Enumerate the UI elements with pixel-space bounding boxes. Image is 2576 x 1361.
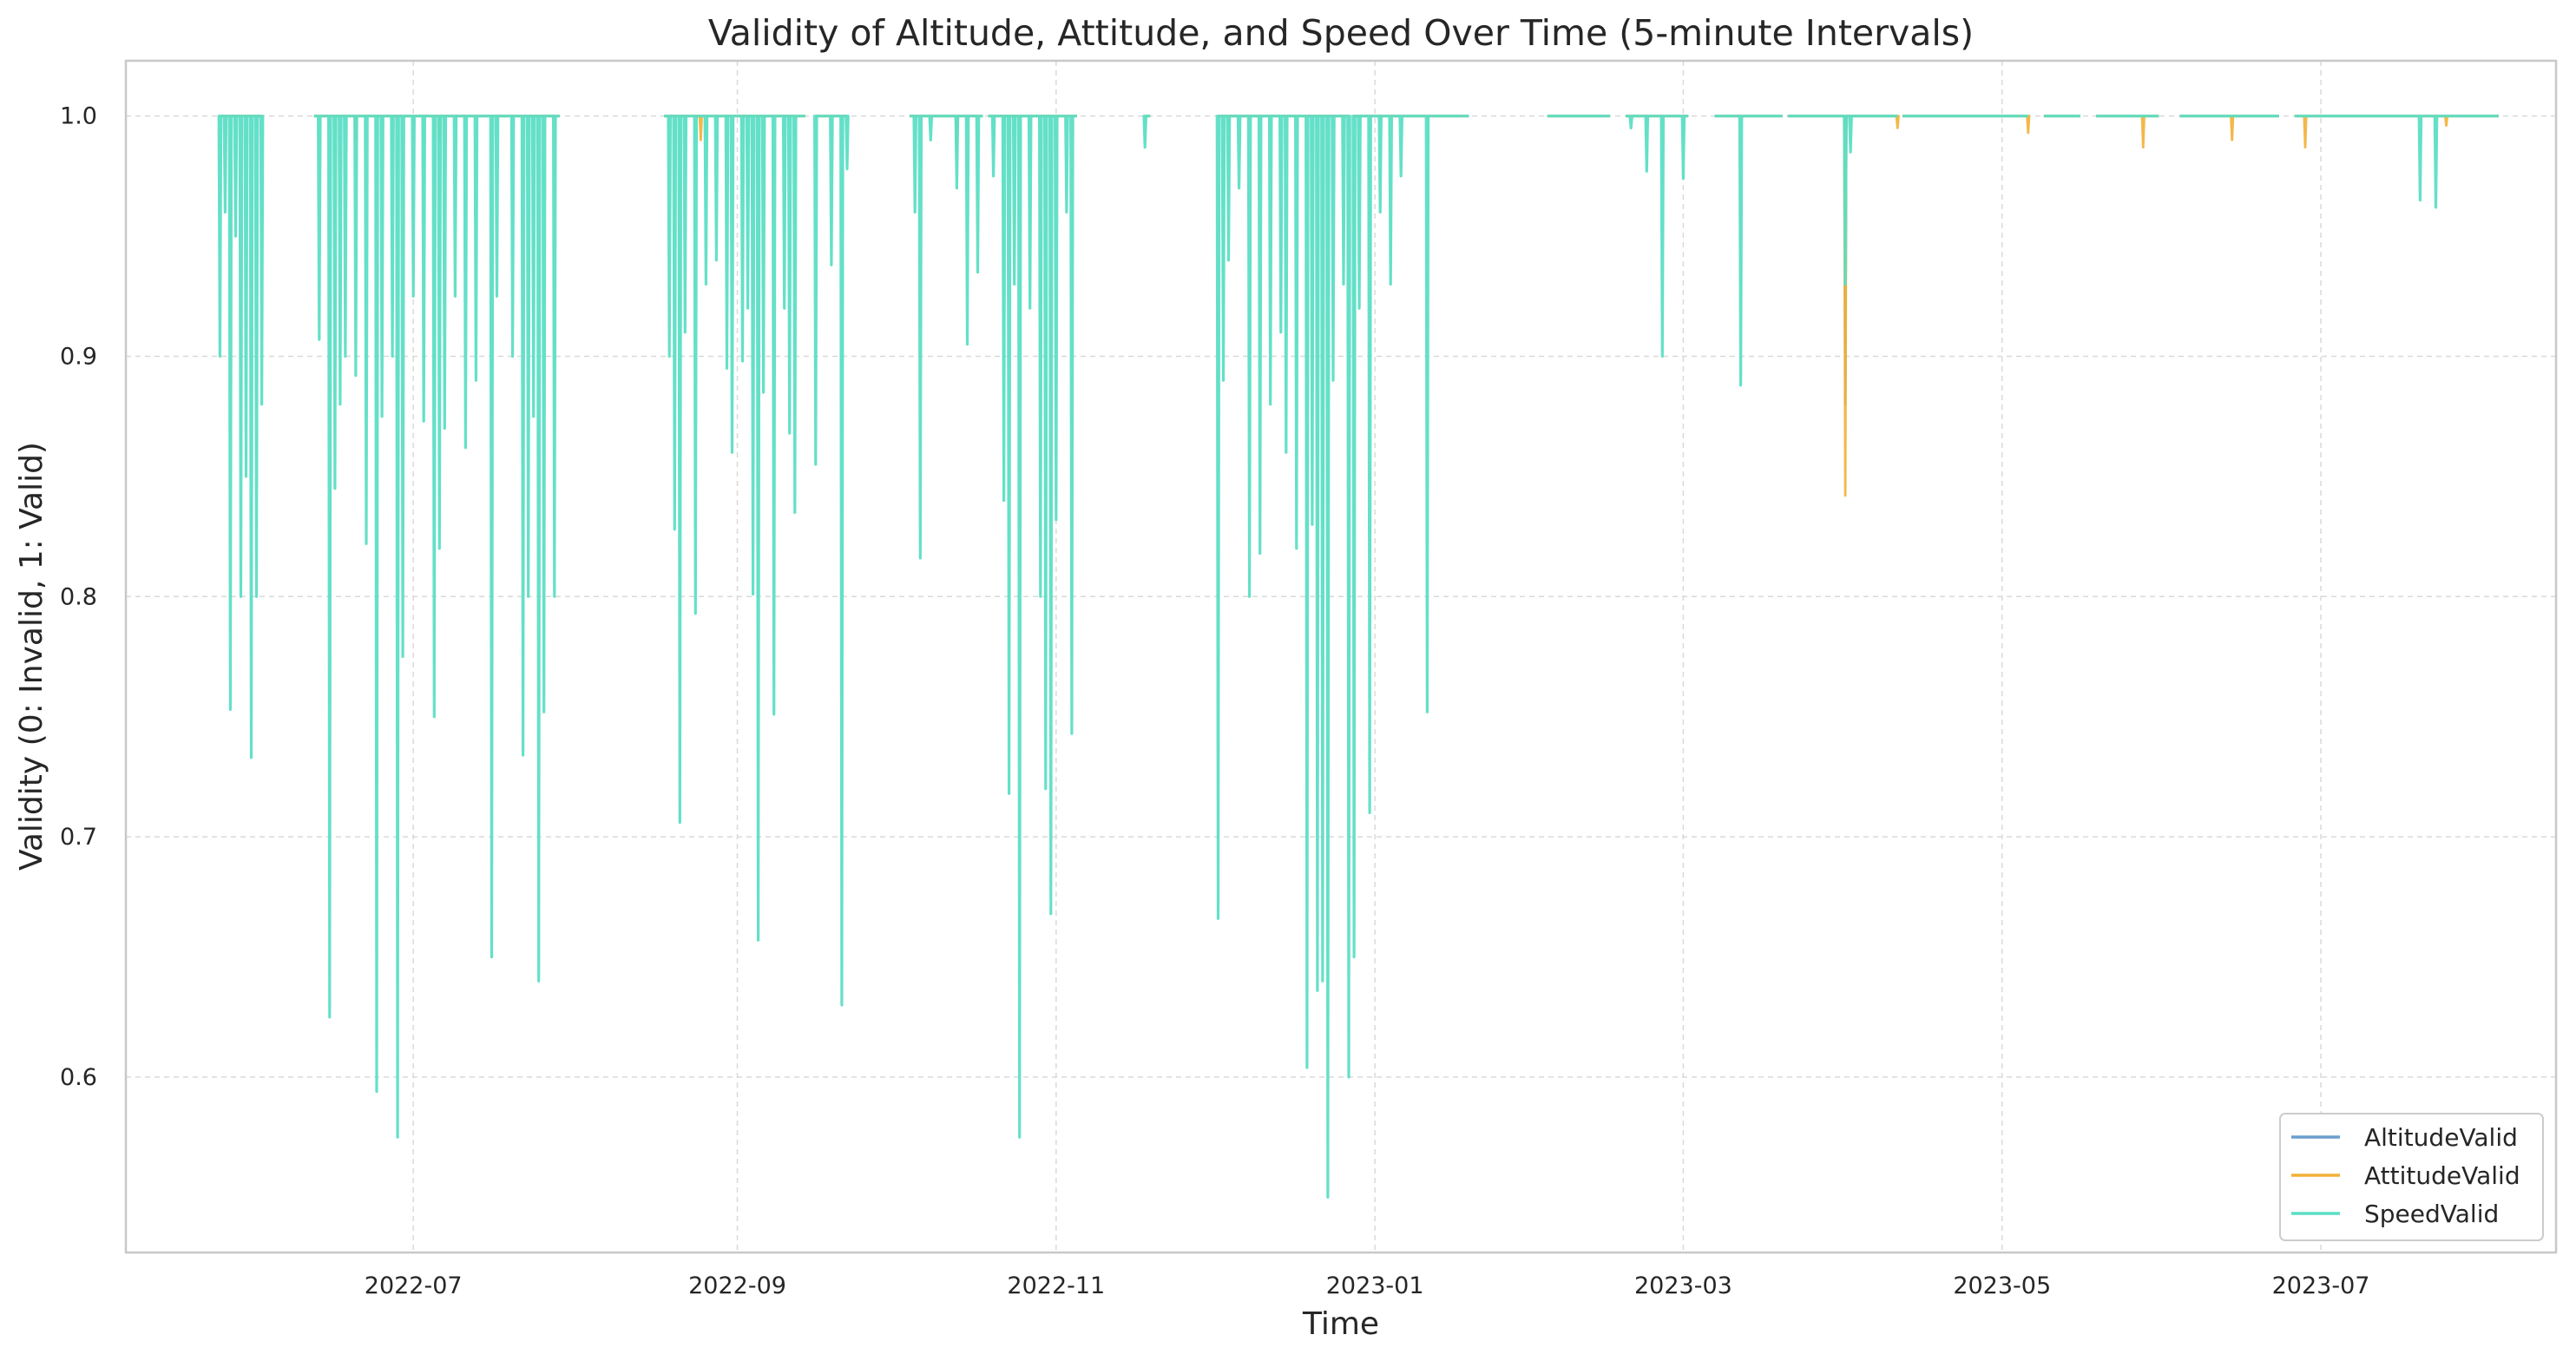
x-tick-label: 2022-07 [365, 1272, 463, 1299]
y-tick-label: 0.9 [60, 343, 97, 370]
legend-box [2279, 1113, 2544, 1241]
y-axis-ticks: 0.6 0.7 0.8 0.9 1.0 [60, 103, 97, 1091]
x-axis-ticks: 2022-07 2022-09 2022-11 2023-01 2023-03 2023-… [365, 1272, 2370, 1299]
y-tick-label: 1.0 [60, 103, 97, 130]
legend: AltitudeValid AttitudeValid SpeedValid [2279, 1113, 2544, 1241]
x-tick-label: 2023-01 [1326, 1272, 1424, 1299]
x-tick-label: 2022-11 [1007, 1272, 1105, 1299]
y-tick-label: 0.8 [60, 583, 97, 610]
x-tick-label: 2023-07 [2272, 1272, 2370, 1299]
y-tick-label: 0.6 [60, 1064, 97, 1091]
y-axis-label: Validity (0: Invalid, 1: Valid) [14, 442, 49, 871]
series-lines [217, 115, 2499, 1199]
legend-label: AttitudeValid [2364, 1161, 2520, 1190]
x-axis-label: Time [1302, 1306, 1379, 1342]
chart-title: Validity of Altitude, Attitude, and Spee… [708, 12, 1974, 54]
legend-label: AltitudeValid [2364, 1123, 2518, 1152]
plot-frame [124, 59, 2558, 1254]
x-tick-label: 2022-09 [688, 1272, 786, 1299]
y-tick-label: 0.7 [60, 824, 97, 851]
x-tick-label: 2023-05 [1953, 1272, 2051, 1299]
x-tick-label: 2023-03 [1634, 1272, 1732, 1299]
legend-label: SpeedValid [2364, 1200, 2499, 1228]
series-line-speedvalid [217, 115, 2499, 1199]
